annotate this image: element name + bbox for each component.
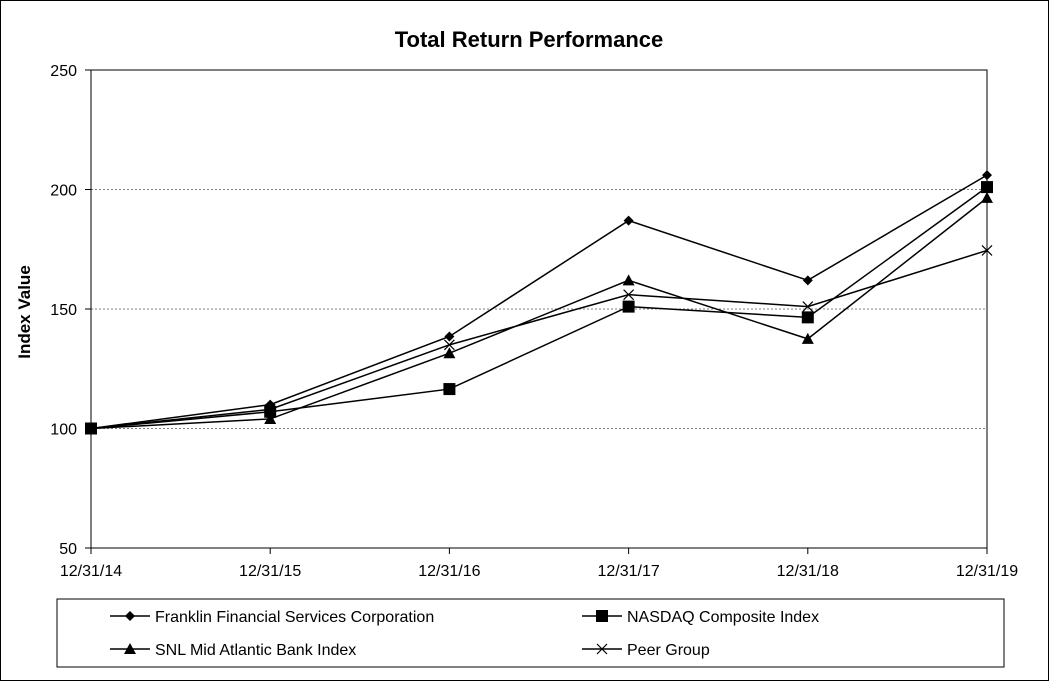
y-axis-label: Index Value: [15, 265, 34, 359]
series-snl-mid-atlantic-bank-index: [85, 191, 993, 434]
y-tick-label: 200: [50, 183, 77, 200]
legend-item-peer-group: Peer Group: [582, 642, 710, 659]
x-marker-stroke: [981, 245, 993, 256]
legend-marker: [596, 643, 608, 655]
legend-marker: [124, 643, 136, 654]
data-point-snl-mid-atlantic-bank-index: [622, 274, 635, 286]
data-point-peer-group: [623, 289, 635, 301]
data-point-franklin-financial-services-corporation: [623, 215, 634, 226]
data-point-peer-group: [85, 423, 97, 434]
y-tick-label: 50: [59, 541, 77, 558]
data-point-peer-group: [802, 301, 814, 313]
series-line-nasdaq-composite-index: [90, 186, 988, 430]
series-line-peer-group: [90, 249, 988, 430]
data-point-franklin-financial-services-corporation: [802, 275, 813, 286]
legend: [56, 598, 1005, 668]
data-point-snl-mid-atlantic-bank-index: [981, 191, 993, 203]
x-tick-label: 12/31/18: [777, 563, 839, 580]
data-point-peer-group: [264, 403, 276, 415]
series-franklin-financial-services-corporation: [86, 170, 992, 434]
axes: 50 100 150 200 250 12/31/14 12/31/15 12/31/16 12…: [50, 63, 1018, 580]
gridlines: [91, 189, 987, 429]
x-marker-stroke: [623, 289, 635, 301]
legend-item-snl-mid-atlantic-bank-index: SNL Mid Atlantic Bank Index: [110, 642, 356, 659]
series-line-franklin-financial-services-corporation: [90, 174, 988, 430]
x-marker-stroke: [802, 301, 814, 313]
data-point-franklin-financial-services-corporation: [444, 331, 455, 342]
data-point-franklin-financial-services-corporation: [982, 170, 992, 181]
y-tick-label: 100: [50, 422, 77, 439]
x-tick-label: 12/31/19: [956, 563, 1018, 580]
legend-item-franklin-financial-services-corporation: Franklin Financial Services Corporation: [110, 609, 434, 626]
series-nasdaq-composite-index: [85, 181, 993, 435]
series-line-snl-mid-atlantic-bank-index: [90, 197, 988, 430]
y-tick-label: 150: [50, 302, 77, 319]
data-point-peer-group: [981, 245, 993, 256]
data-point-snl-mid-atlantic-bank-index: [264, 412, 277, 424]
chart-title: Total Return Performance: [395, 27, 664, 52]
x-tick-label: 12/31/15: [239, 563, 301, 580]
series: [85, 170, 993, 435]
y-tick-label: 250: [50, 63, 77, 80]
data-point-peer-group: [443, 339, 455, 351]
data-point-nasdaq-composite-index: [801, 311, 814, 324]
x-marker-stroke: [264, 403, 276, 415]
legend-marker: [596, 610, 608, 622]
x-tick-label: 12/31/14: [60, 563, 122, 580]
data-point-snl-mid-atlantic-bank-index: [801, 332, 814, 344]
data-point-nasdaq-composite-index: [622, 300, 635, 313]
legend-entries: Franklin Financial Services Corporation N…: [110, 609, 819, 659]
data-point-nasdaq-composite-index: [443, 383, 456, 396]
legend-label: Peer Group: [627, 642, 710, 659]
legend-label: Franklin Financial Services Corporation: [155, 609, 434, 626]
data-point-nasdaq-composite-index: [981, 181, 993, 194]
x-tick-label: 12/31/16: [418, 563, 480, 580]
legend-label: SNL Mid Atlantic Bank Index: [155, 642, 356, 659]
data-point-snl-mid-atlantic-bank-index: [443, 347, 456, 359]
legend-marker: [125, 611, 135, 621]
legend-label: NASDAQ Composite Index: [627, 609, 819, 626]
series-peer-group: [85, 245, 993, 434]
x-marker-stroke: [85, 423, 97, 434]
legend-item-nasdaq-composite-index: NASDAQ Composite Index: [582, 609, 819, 626]
x-tick-label: 12/31/17: [597, 563, 659, 580]
x-marker-stroke: [596, 643, 608, 655]
x-marker-stroke: [443, 339, 455, 351]
